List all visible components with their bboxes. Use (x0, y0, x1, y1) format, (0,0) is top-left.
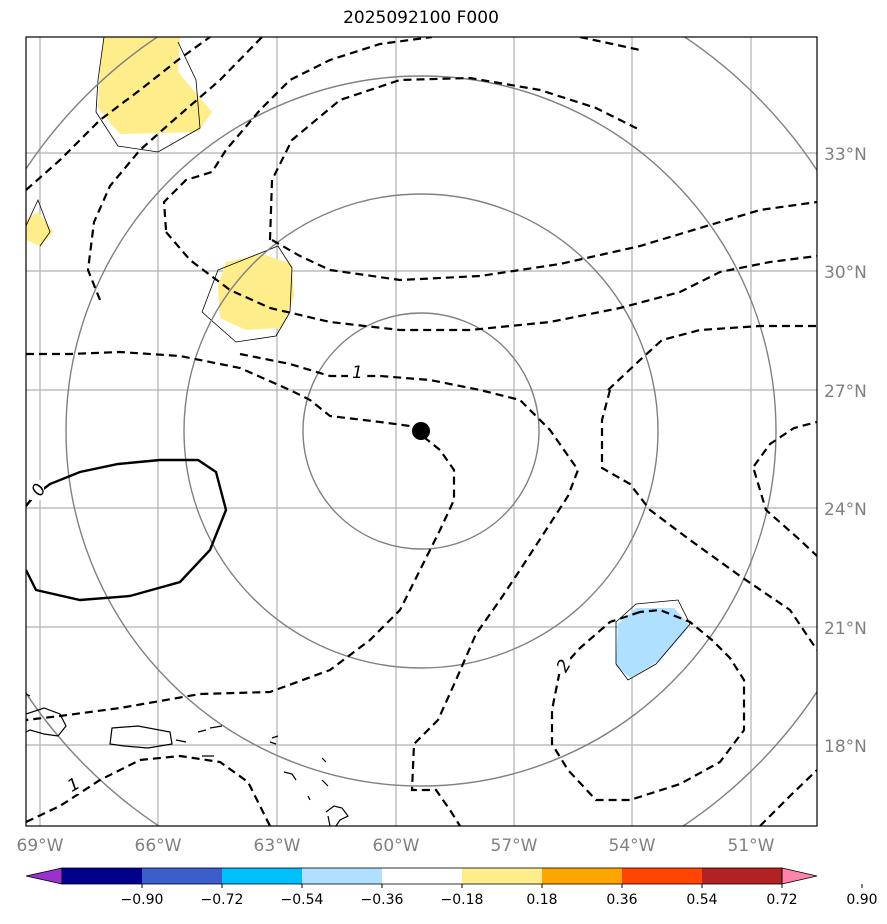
colorbar-extend-max (781, 867, 818, 885)
shaded-anomalies (26, 37, 690, 678)
coastline (269, 735, 279, 745)
contour-line (600, 389, 817, 651)
colorbar-outline (61, 867, 783, 885)
contour-line (162, 37, 433, 231)
lat-label: 18°N (824, 737, 867, 757)
colorbar-segment (142, 868, 223, 884)
positive-anomaly-patch (26, 212, 54, 246)
colorbar-segment (222, 868, 303, 884)
storm-center-marker (412, 422, 430, 440)
label-bg (66, 774, 82, 794)
label-bg (30, 480, 44, 500)
lon-label: 57°W (491, 836, 538, 856)
longitude-labels: 69°W 66°W 63°W 60°W 57°W 54°W 51°W (17, 836, 775, 856)
range-ring-3 (65, 75, 777, 787)
contour-line (607, 324, 817, 391)
range-ring-2 (183, 193, 659, 669)
latitude-labels: 33°N 30°N 27°N 24°N 21°N 18°N (824, 145, 867, 757)
negative-anomaly-patch (616, 608, 690, 678)
colorbar-tick-label: −0.18 (441, 892, 484, 908)
coastline (26, 693, 67, 737)
coastline (325, 805, 349, 826)
lon-label: 54°W (609, 836, 656, 856)
contour-line (752, 469, 817, 557)
map-title: 2025092100 F000 (343, 8, 499, 28)
contour-line (268, 76, 641, 241)
contour-label-1: 1 (352, 363, 363, 383)
dashed-contours (26, 37, 817, 826)
range-ring-1 (302, 312, 540, 550)
colorbar-segment (302, 868, 383, 884)
contour-line (26, 350, 456, 722)
label-bg (348, 360, 364, 382)
positive-anomaly-patch (98, 37, 212, 134)
coastline (175, 725, 223, 757)
label-bg (554, 654, 570, 674)
colorbar-extend-min (25, 867, 63, 885)
contour-line (86, 37, 263, 301)
colorbar-tick-label: −0.90 (121, 892, 164, 908)
colorbar-tick-label: −0.72 (201, 892, 244, 908)
colorbar-tick-label: −0.36 (361, 892, 404, 908)
range-ring-4 (26, 37, 817, 826)
lat-label: 27°N (824, 382, 867, 402)
lon-label: 51°W (728, 836, 775, 856)
contour-line (271, 200, 817, 282)
lat-label: 24°N (824, 500, 867, 520)
lon-label: 63°W (254, 836, 301, 856)
contour-line (239, 352, 580, 826)
contour-line (753, 420, 817, 467)
colorbar-segment (542, 868, 623, 884)
lon-label: 66°W (135, 836, 182, 856)
colorbar-segment (702, 868, 783, 884)
colorbar-tick-label: 0.54 (686, 892, 717, 908)
colorbar-segment (62, 868, 143, 884)
lon-label: 69°W (17, 836, 64, 856)
colorbar-tick-label: 0.18 (526, 892, 557, 908)
coastline (109, 725, 173, 749)
colorbar-tick-label: 0.90 (846, 892, 877, 908)
contour-line (579, 37, 641, 52)
coastlines (26, 693, 349, 826)
gridlines (26, 37, 817, 826)
colorbar: −0.90 −0.72 −0.54 −0.36 −0.18 0.18 0.36 0.54 0.7… (25, 867, 878, 908)
range-rings (26, 37, 817, 826)
contour-line (165, 231, 817, 332)
lat-label: 33°N (824, 145, 867, 165)
lon-label: 60°W (373, 836, 420, 856)
colorbar-tick-label: −0.54 (281, 892, 324, 908)
contour-line (759, 769, 817, 826)
positive-anomaly-patch (218, 254, 294, 330)
colorbar-tick-label: 0.36 (606, 892, 637, 908)
map-panel (26, 37, 817, 826)
lat-label: 30°N (824, 263, 867, 283)
map-frame (25, 36, 818, 827)
colorbar-tick-label: 0.72 (766, 892, 797, 908)
coastline (283, 757, 329, 801)
zero-contour (26, 458, 228, 602)
lat-label: 21°N (824, 619, 867, 639)
contour-line (26, 754, 271, 826)
colorbar-segment (462, 868, 543, 884)
colorbar-segment (382, 868, 463, 884)
colorbar-segment (622, 868, 703, 884)
